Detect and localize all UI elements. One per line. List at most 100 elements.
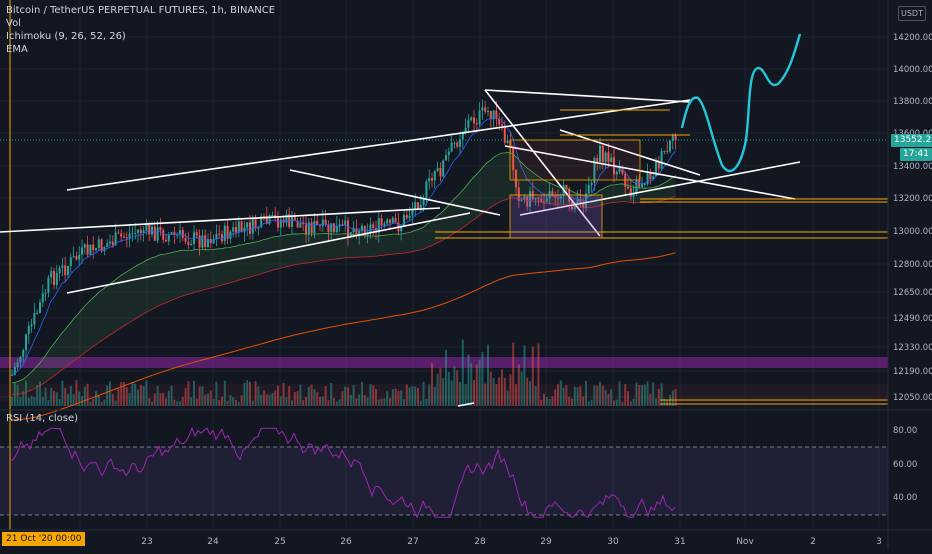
volume-bar [478, 359, 481, 406]
volume-bar [72, 394, 75, 406]
volume-bar [585, 381, 587, 406]
candle-body [265, 216, 268, 224]
volume-bar [554, 389, 557, 406]
candle-body [61, 265, 64, 268]
volume-bar [411, 386, 414, 406]
candle-body [638, 180, 641, 187]
rsi-tick-label: 60.00 [893, 460, 917, 470]
volume-bar [299, 384, 302, 406]
rsi-band [0, 447, 888, 515]
volume-bar [78, 391, 81, 406]
volume-bar [305, 396, 307, 406]
candle-body [125, 237, 128, 239]
purple-zone [0, 357, 888, 368]
candle-body [425, 181, 428, 198]
candle-body [431, 177, 433, 181]
volume-bar [515, 384, 517, 406]
candle-body [515, 170, 517, 188]
candle-body [380, 218, 383, 226]
candle-body [302, 223, 305, 225]
trendline [66, 212, 471, 294]
candle-body [291, 215, 293, 227]
candle-body [201, 235, 204, 248]
volume-bar [271, 392, 274, 406]
candle-body [657, 161, 660, 169]
candle-body [442, 160, 445, 177]
volume-bar [128, 392, 131, 406]
ema-indicator-label[interactable]: EMA [6, 44, 28, 55]
candle-body [232, 227, 235, 232]
volume-bar [520, 371, 523, 406]
candle-body [503, 125, 506, 143]
candle-body [111, 241, 114, 246]
candle-body [615, 171, 618, 175]
candle-body [579, 198, 582, 204]
volume-bar [195, 398, 198, 406]
ichimoku-indicator-label[interactable]: Ichimoku (9, 26, 52, 26) [6, 31, 126, 42]
candle-body [330, 223, 333, 233]
candle-body [669, 140, 671, 152]
candle-body [72, 256, 75, 258]
candle-body [207, 239, 209, 248]
volume-bar [663, 398, 666, 406]
volume-bar [86, 383, 89, 406]
candle-body [478, 110, 481, 125]
candle-body [187, 241, 190, 246]
volume-bar [145, 380, 148, 406]
range-box [509, 139, 641, 181]
currency-button[interactable]: USDT [898, 6, 926, 21]
volume-bar [492, 377, 495, 406]
candle-body [145, 222, 148, 231]
candle-body [512, 147, 515, 171]
symbol-title[interactable]: Bitcoin / TetherUS PERPETUAL FUTURES, 1h… [6, 5, 276, 16]
candle-body [610, 157, 613, 163]
volume-bar [44, 387, 47, 406]
candle-body [660, 150, 663, 169]
candle-body [41, 293, 44, 303]
candle-body [11, 374, 13, 376]
rsi-indicator-label[interactable]: RSI (14, close) [6, 413, 79, 424]
volume-bar [604, 390, 607, 406]
candle-body [492, 110, 495, 120]
candle-body [237, 221, 240, 233]
volume-bar [655, 398, 657, 406]
candle-body [459, 139, 461, 147]
volume-bar [61, 380, 64, 406]
volume-bar [302, 400, 305, 406]
volume-bar [321, 396, 324, 406]
countdown-label: 17:41 [900, 148, 932, 161]
candle-body [69, 257, 72, 266]
candle-body [573, 204, 576, 210]
volume-bar [512, 342, 515, 406]
volume-bar [215, 381, 218, 406]
volume-bar [671, 390, 674, 406]
candle-body [417, 202, 419, 209]
candle-body [170, 232, 173, 235]
volume-bar [291, 400, 293, 406]
candle-body [305, 223, 307, 234]
candle-body [67, 265, 69, 276]
volume-bar [173, 399, 176, 406]
candle-body [428, 177, 431, 182]
candle-body [131, 233, 134, 235]
candle-body [627, 186, 629, 189]
volume-indicator-label[interactable]: Vol [6, 18, 21, 29]
candle-body [537, 197, 540, 199]
candle-body [358, 231, 361, 237]
volume-bar [386, 391, 389, 406]
candle-body [663, 150, 666, 152]
volume-bar [377, 399, 380, 406]
volume-bar [629, 401, 632, 406]
volume-bar [627, 391, 629, 406]
volume-bar [624, 384, 627, 406]
candle-body [128, 233, 131, 239]
volume-bar [19, 396, 22, 406]
time-tick-label: 24 [207, 537, 219, 547]
volume-bar [151, 401, 153, 406]
volume-bar [453, 366, 456, 406]
volume-bar [529, 381, 531, 406]
volume-bar [16, 384, 19, 406]
volume-bar [30, 395, 33, 406]
